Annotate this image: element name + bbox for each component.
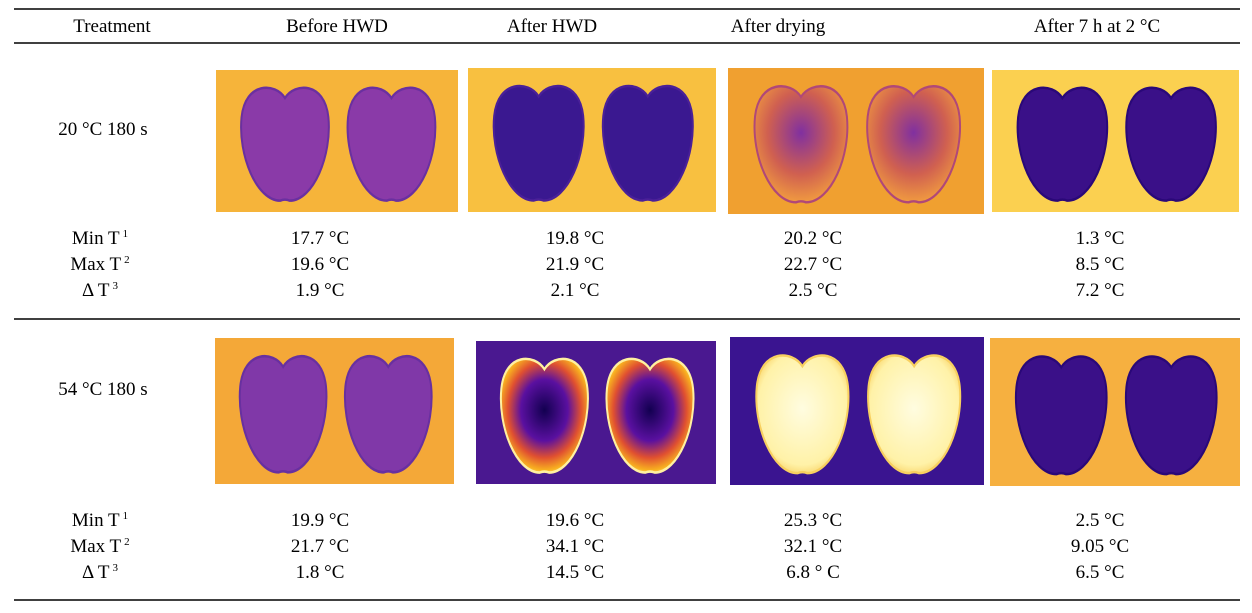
stat-value-text: 19.6 °C: [546, 510, 604, 531]
stat-value-text: 1.9 °C: [296, 280, 345, 301]
column-header-text: Treatment: [73, 16, 150, 37]
stat-value: 1.8 °C: [296, 562, 345, 584]
stat-value: 1.9 °C: [296, 280, 345, 302]
stat-value: 6.8 ° C: [786, 562, 840, 584]
stat-value-text: 6.8 ° C: [786, 562, 840, 583]
thermal-image: [476, 341, 716, 484]
thermal-image: [216, 70, 458, 212]
stat-value: 19.6 °C: [546, 510, 604, 532]
stat-label-text: Max T: [70, 536, 121, 557]
stat-value-text: 19.8 °C: [546, 228, 604, 249]
stat-value: 6.5 °C: [1076, 562, 1125, 584]
stat-value: 2.5 °C: [789, 280, 838, 302]
stat-value: 19.6 °C: [291, 254, 349, 276]
footnote-mark: 1: [123, 228, 129, 240]
stat-value: 14.5 °C: [546, 562, 604, 584]
stat-value: 19.8 °C: [546, 228, 604, 250]
thermal-image: [992, 70, 1239, 212]
stat-value: 25.3 °C: [784, 510, 842, 532]
stat-value-text: 1.3 °C: [1076, 228, 1125, 249]
column-header: After HWD: [507, 16, 597, 38]
stat-value-text: 2.5 °C: [1076, 510, 1125, 531]
stat-value-text: 14.5 °C: [546, 562, 604, 583]
stat-value-text: 32.1 °C: [784, 536, 842, 557]
stat-value: 7.2 °C: [1076, 280, 1125, 302]
stat-value-text: 20.2 °C: [784, 228, 842, 249]
stat-value: 2.5 °C: [1076, 510, 1125, 532]
stat-value: 21.9 °C: [546, 254, 604, 276]
stat-value: 8.5 °C: [1076, 254, 1125, 276]
treatment-label: 20 °C 180 s: [58, 119, 147, 141]
stat-value-text: 2.1 °C: [551, 280, 600, 301]
stat-value-text: 9.05 °C: [1071, 536, 1129, 557]
stat-value-text: 25.3 °C: [784, 510, 842, 531]
stat-value: 34.1 °C: [546, 536, 604, 558]
stat-value-text: 19.6 °C: [291, 254, 349, 275]
stat-value-text: 22.7 °C: [784, 254, 842, 275]
stat-value: 32.1 °C: [784, 536, 842, 558]
thermal-image: [468, 68, 716, 212]
stat-value-text: 6.5 °C: [1076, 562, 1125, 583]
thermal-image: [990, 338, 1240, 486]
stat-value: 9.05 °C: [1071, 536, 1129, 558]
column-header-text: After HWD: [507, 16, 597, 37]
thermal-image: [728, 68, 984, 214]
stat-value: 19.9 °C: [291, 510, 349, 532]
stat-value-text: 17.7 °C: [291, 228, 349, 249]
stat-value: 20.2 °C: [784, 228, 842, 250]
thermal-image: [730, 337, 984, 485]
page: Treatment Before HWD After HWD After drying…: [0, 0, 1252, 613]
stat-value-text: 2.5 °C: [789, 280, 838, 301]
stat-label-text: Min T: [72, 228, 120, 249]
stat-value-text: 7.2 °C: [1076, 280, 1125, 301]
stat-value-text: 1.8 °C: [296, 562, 345, 583]
column-header: Before HWD: [286, 16, 388, 38]
footnote-mark: 3: [113, 280, 119, 292]
stat-value-text: 8.5 °C: [1076, 254, 1125, 275]
column-header-text: After 7 h at 2 °C: [1034, 16, 1160, 37]
footnote-mark: 2: [124, 254, 130, 266]
figure-art: [0, 0, 1252, 613]
treatment-label-text: 20 °C 180 s: [58, 119, 147, 140]
stat-value: 22.7 °C: [784, 254, 842, 276]
stat-value: 2.1 °C: [551, 280, 600, 302]
stat-label-text: Δ T: [82, 562, 110, 583]
stat-value-text: 19.9 °C: [291, 510, 349, 531]
column-header: After 7 h at 2 °C: [1034, 16, 1160, 38]
treatment-label: 54 °C 180 s: [58, 379, 147, 401]
treatment-label-text: 54 °C 180 s: [58, 379, 147, 400]
stat-label-text: Min T: [72, 510, 120, 531]
stat-value-text: 34.1 °C: [546, 536, 604, 557]
stat-value: 21.7 °C: [291, 536, 349, 558]
stat-value: 1.3 °C: [1076, 228, 1125, 250]
footnote-mark: 1: [123, 510, 129, 522]
footnote-mark: 3: [113, 562, 119, 574]
thermal-image: [215, 338, 454, 484]
footnote-mark: 2: [124, 536, 130, 548]
column-header-text: Before HWD: [286, 16, 388, 37]
stat-value: 17.7 °C: [291, 228, 349, 250]
column-header-text: After drying: [731, 16, 825, 37]
column-header: Treatment: [73, 16, 150, 38]
column-header: After drying: [731, 16, 825, 38]
stat-label-text: Max T: [70, 254, 121, 275]
stat-value-text: 21.7 °C: [291, 536, 349, 557]
stat-value-text: 21.9 °C: [546, 254, 604, 275]
stat-label-text: Δ T: [82, 280, 110, 301]
